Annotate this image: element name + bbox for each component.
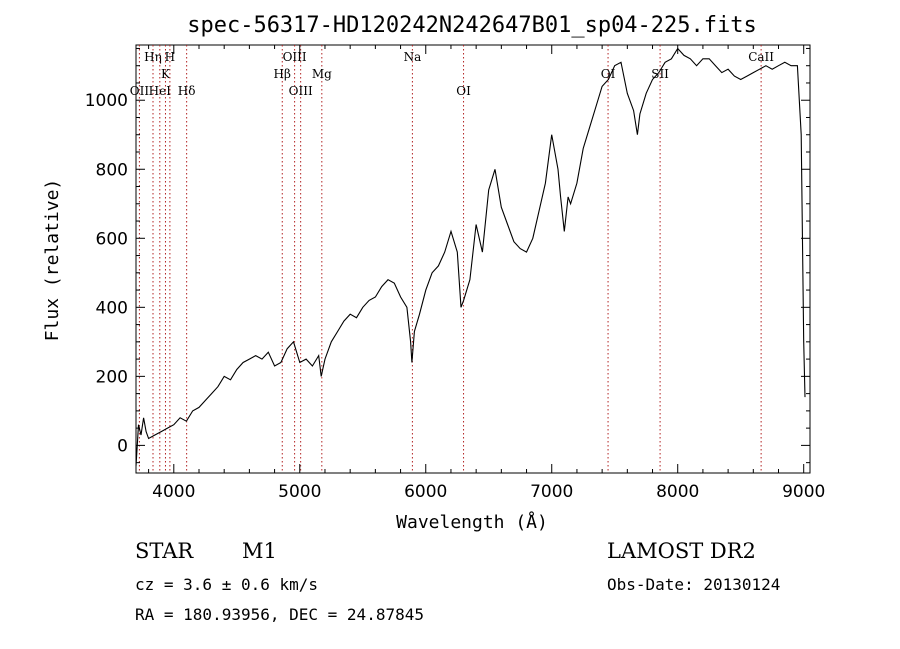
y-tick-label: 200 [96, 367, 128, 387]
plot-frame [135, 44, 811, 474]
line-label-7: OIII [283, 50, 307, 64]
observation-date: Obs-Date: 20130124 [607, 575, 780, 594]
line-label-1: Hη [144, 50, 162, 64]
y-tick-label: 400 [96, 298, 128, 318]
chart-title: spec-56317-HD120242N242647B01_sp04-225.f… [187, 13, 757, 38]
survey-name: LAMOST DR2 [607, 539, 756, 563]
y-tick-label: 600 [96, 229, 128, 249]
redshift-cz: cz = 3.6 ± 0.6 km/s [135, 575, 318, 594]
x-tick-label: 5000 [278, 482, 321, 502]
x-tick-label: 6000 [404, 482, 447, 502]
line-label-12: OI [601, 67, 616, 81]
y-tick-label: 0 [117, 436, 128, 456]
object-subclass: M1 [242, 539, 277, 563]
y-tick-label: 1000 [85, 91, 128, 111]
line-label-10: Na [404, 50, 422, 64]
y-tick-label: 800 [96, 160, 128, 180]
line-label-8: OIII [289, 84, 313, 98]
line-label-2: HeI [149, 84, 172, 98]
x-tick-label: 8000 [656, 482, 699, 502]
line-label-0: OII [130, 84, 150, 98]
line-label-9: Mg [312, 67, 332, 81]
x-axis-label: Wavelength (Å) [396, 511, 548, 533]
line-label-6: Hβ [274, 67, 291, 81]
y-axis-label: Flux (relative) [42, 179, 63, 342]
x-tick-label: 7000 [530, 482, 573, 502]
spectral-line-markers: OII Hη HeI KH Hδ Hβ OIII OIII Mg Na OI OI SII CaII [130, 45, 774, 473]
line-label-4: H [165, 50, 175, 64]
line-label-11: OI [456, 84, 471, 98]
line-label-14: CaII [748, 50, 774, 64]
line-label-3: K [161, 67, 171, 81]
object-class: STAR [135, 539, 194, 563]
x-tick-label: 9000 [782, 482, 825, 502]
spectrum-line [135, 47, 806, 467]
line-label-13: SII [651, 67, 669, 81]
line-label-5: Hδ [178, 84, 196, 98]
coordinates: RA = 180.93956, DEC = 24.87845 [135, 605, 424, 624]
axis-ticks: 4000 5000 6000 7000 8000 9000 0 200 400 600 800 100… [85, 45, 825, 502]
x-tick-label: 4000 [152, 482, 195, 502]
